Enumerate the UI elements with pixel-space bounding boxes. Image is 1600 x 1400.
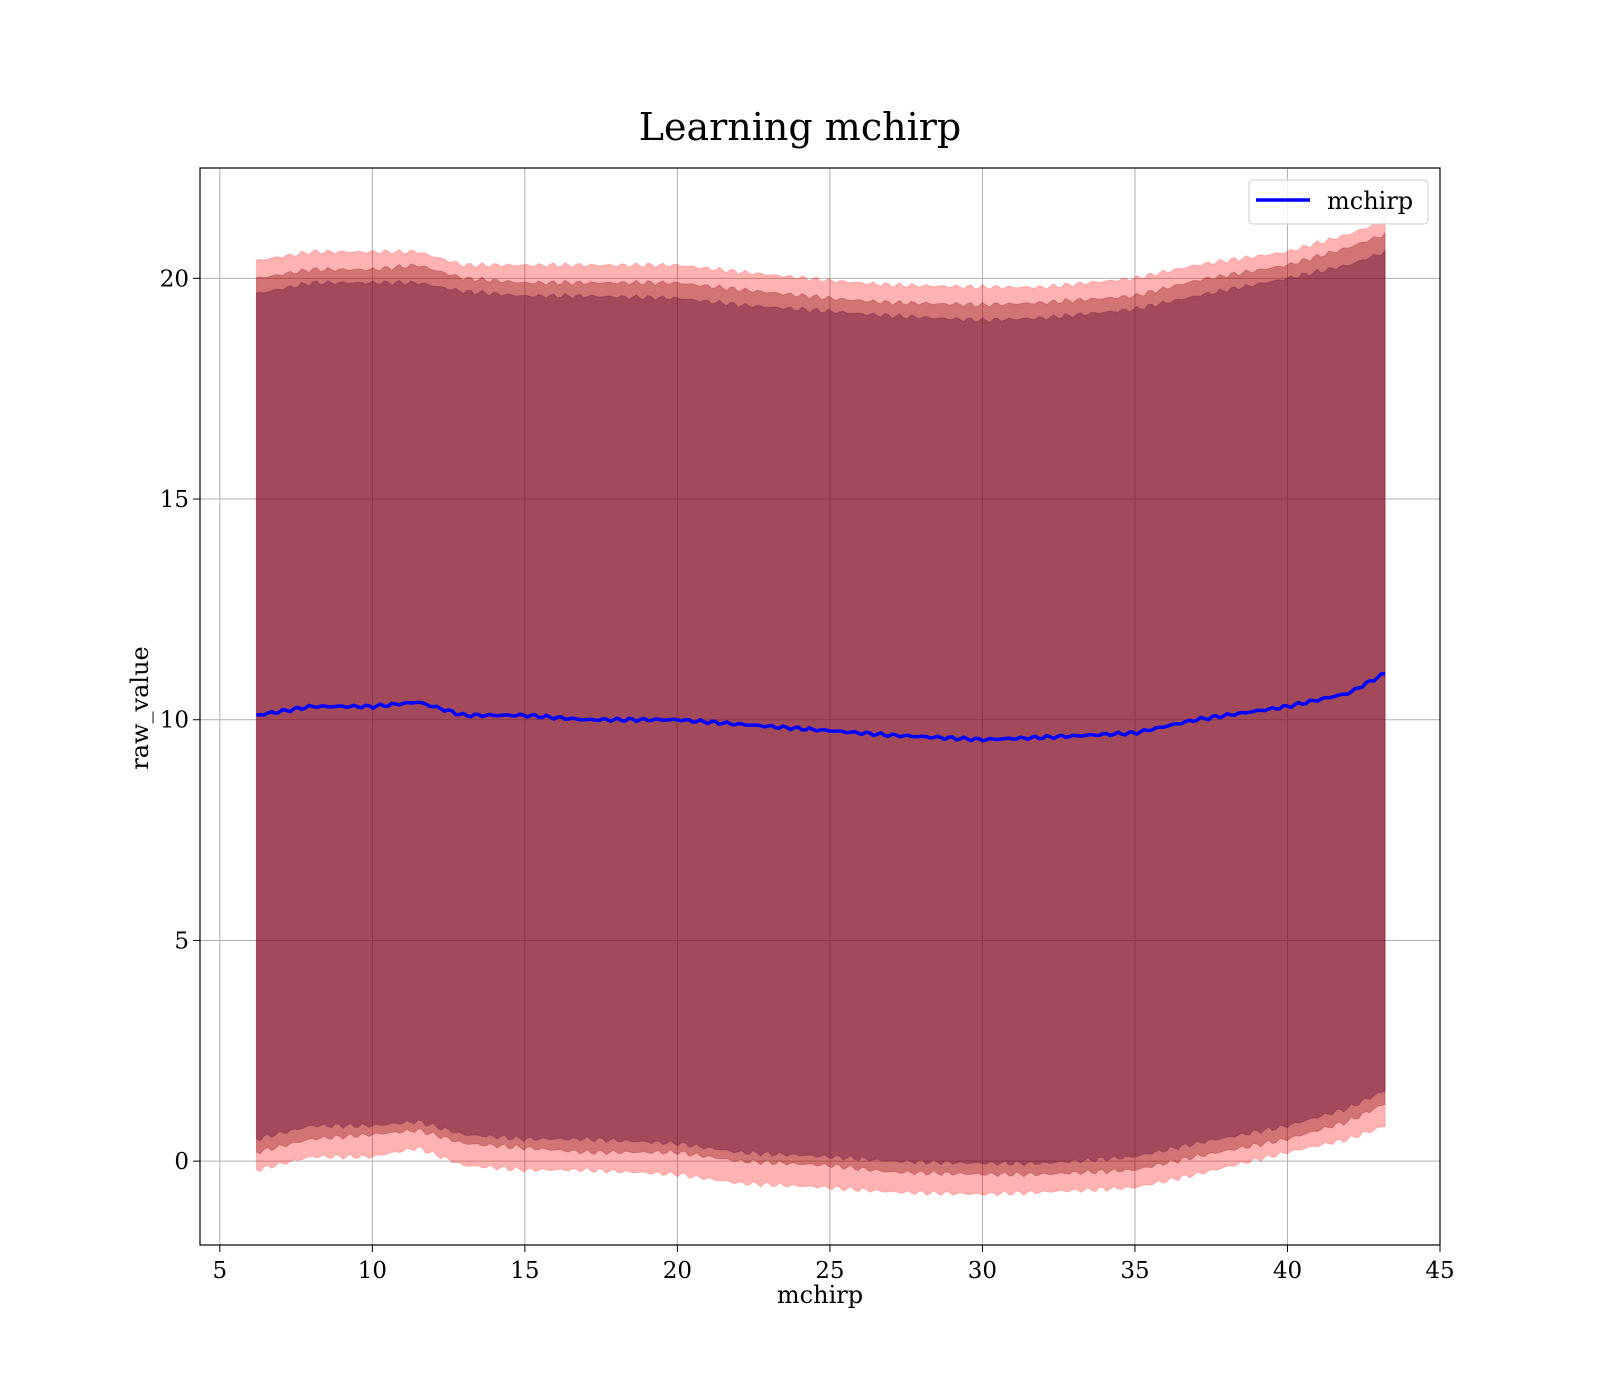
plot-frame — [199, 167, 1441, 1246]
y-tick-label: 0 — [174, 1149, 189, 1175]
x-tick-label: 20 — [663, 1258, 692, 1284]
grid — [200, 168, 1441, 1245]
x-tick-label: 10 — [358, 1258, 387, 1284]
y-tick-label: 15 — [160, 487, 189, 513]
y-tick-label: 5 — [174, 928, 189, 954]
x-axis-ticks: 5 10 15 20 25 30 35 40 45 — [213, 1245, 1455, 1284]
x-tick-label: 35 — [1120, 1258, 1149, 1284]
x-tick-label: 40 — [1273, 1258, 1302, 1284]
y-axis-label: raw_value — [126, 646, 154, 770]
series-line-mchirp — [256, 671, 1386, 743]
confidence-bands — [255, 217, 1386, 1197]
x-tick-label: 30 — [968, 1258, 997, 1284]
series-lines — [256, 671, 1386, 743]
confidence-band — [255, 248, 1386, 1167]
legend: mchirp — [1248, 179, 1429, 225]
x-tick-label: 25 — [815, 1258, 844, 1284]
x-tick-label: 5 — [213, 1258, 228, 1284]
x-tick-label: 15 — [510, 1258, 539, 1284]
x-axis-label: mchirp — [777, 1281, 863, 1309]
x-tick-label: 45 — [1425, 1258, 1454, 1284]
legend-box — [1248, 179, 1429, 225]
y-tick-label: 10 — [160, 708, 189, 734]
y-tick-label: 20 — [160, 266, 189, 292]
confidence-band — [255, 217, 1386, 1197]
legend-label: mchirp — [1327, 187, 1413, 215]
chart-title: Learning mchirp — [639, 105, 961, 149]
y-axis-ticks: 0 5 10 15 20 — [160, 266, 200, 1175]
confidence-band — [255, 231, 1386, 1178]
